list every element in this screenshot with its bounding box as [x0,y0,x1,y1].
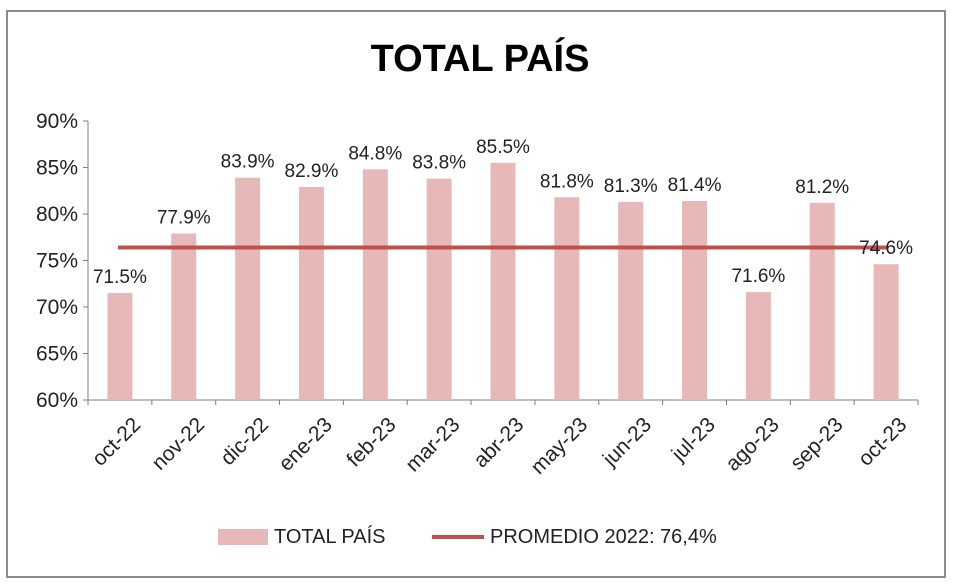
data-label: 81.3% [604,176,658,197]
bar [682,200,708,400]
bar [873,264,899,400]
y-tick-label: 75% [36,250,78,273]
chart-frame [6,10,946,578]
data-label: 85.5% [476,137,530,158]
data-label: 71.5% [93,267,147,288]
y-tick-label: 65% [36,343,78,366]
data-label: 83.8% [412,153,466,174]
x-tick-label: ene-23 [274,413,337,476]
bar [235,177,261,400]
x-tick-label: mar-23 [401,413,464,476]
legend-swatch-bar [218,529,268,545]
data-label: 81.2% [795,177,849,198]
x-tick-label: dic-22 [216,413,273,470]
y-tick-label: 60% [36,389,78,412]
bar [618,201,644,400]
data-label: 84.8% [348,143,402,164]
y-tick-label: 90% [36,110,78,133]
legend-item-promedio: PROMEDIO 2022: 76,4% [432,522,717,552]
legend: TOTAL PAÍS PROMEDIO 2022: 76,4% [0,522,960,552]
legend-item-total-pais: TOTAL PAÍS [218,522,386,552]
bar [554,197,580,400]
bar [426,178,452,400]
legend-label-promedio: PROMEDIO 2022: 76,4% [490,525,717,548]
data-label: 71.6% [731,266,785,287]
x-tick-label: nov-22 [148,413,210,475]
data-label: 81.8% [540,171,594,192]
y-tick-label: 85% [36,157,78,180]
data-label: 81.4% [668,175,722,196]
bar [809,202,835,400]
bar [107,293,133,400]
data-label: 83.9% [221,152,275,173]
y-tick-label: 80% [36,203,78,226]
x-tick-label: jul-23 [667,413,720,466]
x-tick-label: jun-23 [598,413,656,471]
x-tick-label: oct-23 [854,413,912,471]
bar [490,162,516,400]
bar [171,233,197,400]
x-tick-label: sep-23 [786,413,848,475]
x-tick-label: feb-23 [342,413,400,471]
chart-title: TOTAL PAÍS [370,38,590,80]
x-tick-label: abr-23 [469,413,528,472]
bar [745,292,771,400]
x-tick-label: ago-23 [721,413,784,476]
x-tick-label: oct-22 [88,413,146,471]
legend-swatch-line [432,535,484,539]
y-tick-label: 70% [36,296,78,319]
x-tick-label: may-23 [526,413,592,479]
bar [298,187,324,400]
data-label: 82.9% [285,161,339,182]
legend-label-total-pais: TOTAL PAÍS [274,525,386,548]
data-label: 77.9% [157,208,211,229]
bar [362,169,388,400]
data-label: 74.6% [859,238,913,259]
